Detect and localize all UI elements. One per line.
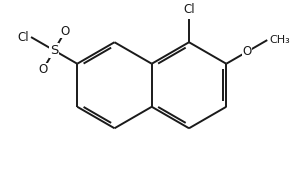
Text: O: O <box>242 45 251 58</box>
Text: S: S <box>50 44 58 57</box>
Text: Cl: Cl <box>183 3 195 16</box>
Text: O: O <box>61 25 70 37</box>
Text: O: O <box>38 63 47 76</box>
Text: Cl: Cl <box>17 31 29 44</box>
Text: CH₃: CH₃ <box>269 35 290 45</box>
